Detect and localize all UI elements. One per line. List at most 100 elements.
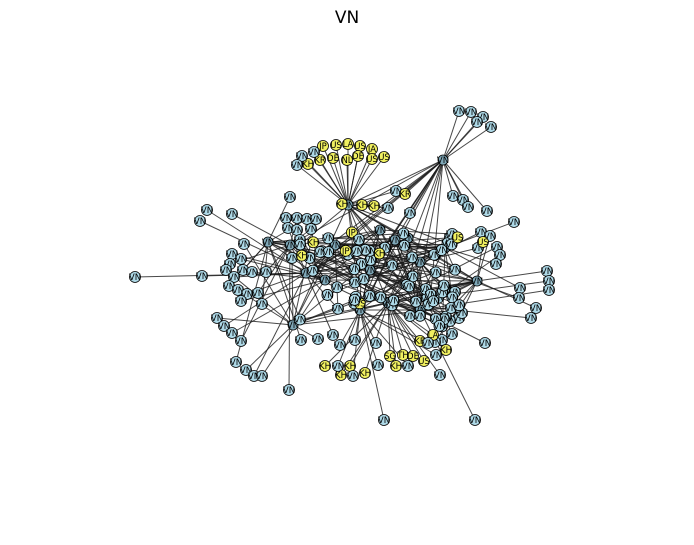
node-circle [418, 355, 430, 367]
network-edge [363, 159, 444, 280]
node-circle [370, 337, 382, 349]
network-node: VN [348, 263, 361, 275]
node-label: US [330, 141, 342, 151]
network-edge [394, 159, 444, 241]
network-node: VN [471, 116, 483, 128]
node-circle [331, 281, 344, 294]
node-label: VN [228, 273, 240, 283]
node-label: VN [322, 234, 334, 244]
node-label: VN [382, 204, 394, 214]
network-edge [292, 244, 336, 326]
node-label: VN [353, 236, 365, 246]
network-node: KH [344, 360, 356, 372]
node-label: VN [477, 113, 489, 123]
node-label: VN [235, 337, 247, 347]
node-label: VN [334, 341, 346, 351]
node-label: VN [434, 371, 446, 381]
node-label: VN [457, 196, 469, 206]
node-label: VN [422, 301, 434, 311]
node-label: VN [196, 272, 208, 282]
node-circle [295, 334, 307, 346]
network-node: VN [307, 264, 319, 277]
node-label: KR [314, 156, 326, 166]
node-label: KR [399, 190, 411, 200]
network-node: KH [336, 198, 348, 210]
node-circle [513, 292, 525, 304]
network-node: VN [447, 190, 459, 202]
network-node: VN [351, 245, 363, 257]
node-label: VN [286, 254, 298, 264]
node-label: US [366, 155, 378, 165]
network-node: LA [342, 138, 354, 150]
network-edge [347, 159, 444, 206]
node-circle [433, 319, 446, 332]
node-label: KH [307, 238, 319, 248]
node-label: VN [287, 321, 299, 331]
node-label: VN [508, 218, 520, 228]
node-circle [397, 227, 410, 240]
network-node: VN [129, 271, 141, 283]
network-node: VN [453, 299, 465, 311]
network-node: VN [246, 266, 258, 278]
node-label: VN [438, 282, 450, 292]
node-label: VN [355, 260, 367, 270]
node-circle [363, 290, 376, 302]
node-label: KH [336, 200, 348, 210]
network-edge [347, 204, 389, 209]
network-node: DE [407, 350, 419, 362]
node-label: VN [374, 226, 386, 236]
node-label: VN [220, 266, 232, 276]
network-node: VN [434, 369, 446, 381]
node-label: VN [332, 362, 344, 372]
network-node: JP [339, 244, 352, 257]
node-circle [449, 263, 461, 276]
network-node: US [366, 153, 378, 165]
hub-node: VN [364, 264, 376, 276]
network-node: KR [314, 154, 326, 166]
node-label: NL [341, 156, 352, 166]
network-node: VN [437, 279, 450, 292]
node-label: VN [260, 268, 272, 278]
node-label: VN [218, 322, 230, 332]
network-edge [347, 204, 421, 311]
node-circle [218, 320, 230, 332]
node-label: VN [291, 214, 303, 224]
node-label: VN [129, 273, 141, 283]
node-label: KH [319, 362, 331, 372]
network-node: VN [196, 270, 208, 282]
network-edge [387, 302, 404, 356]
node-circle [319, 360, 331, 372]
node-circle [485, 121, 497, 133]
node-label: KH [373, 250, 385, 260]
node-label: VN [491, 243, 503, 253]
network-node: US [378, 151, 390, 163]
node-label: VN [456, 309, 468, 319]
network-edge [339, 309, 361, 346]
network-node: VN [382, 202, 394, 214]
node-circle [437, 279, 450, 292]
network-node: VN [256, 298, 268, 310]
network-node: VN [220, 264, 232, 276]
network-edge [347, 155, 359, 206]
hub-node: VN [262, 236, 274, 248]
network-node: VN [513, 292, 525, 304]
node-circle [341, 154, 353, 166]
node-circle [332, 302, 344, 315]
network-node: VN [230, 356, 242, 368]
network-node: KH [319, 360, 331, 372]
node-label: KH [344, 362, 356, 372]
node-label: DE [407, 352, 419, 362]
network-node: VN [321, 289, 334, 301]
node-circle [327, 329, 339, 341]
node-label: VN [327, 331, 339, 341]
node-label: VN [291, 226, 303, 236]
network-node: VN [433, 319, 446, 332]
node-label: VN [283, 386, 295, 396]
network-node: VN [372, 359, 384, 371]
network-node: VN [235, 295, 247, 307]
node-label: VN [397, 230, 409, 240]
node-label: VN [372, 361, 384, 371]
node-label: US [452, 233, 464, 243]
network-edge [419, 309, 476, 421]
network-node: US [354, 140, 366, 152]
